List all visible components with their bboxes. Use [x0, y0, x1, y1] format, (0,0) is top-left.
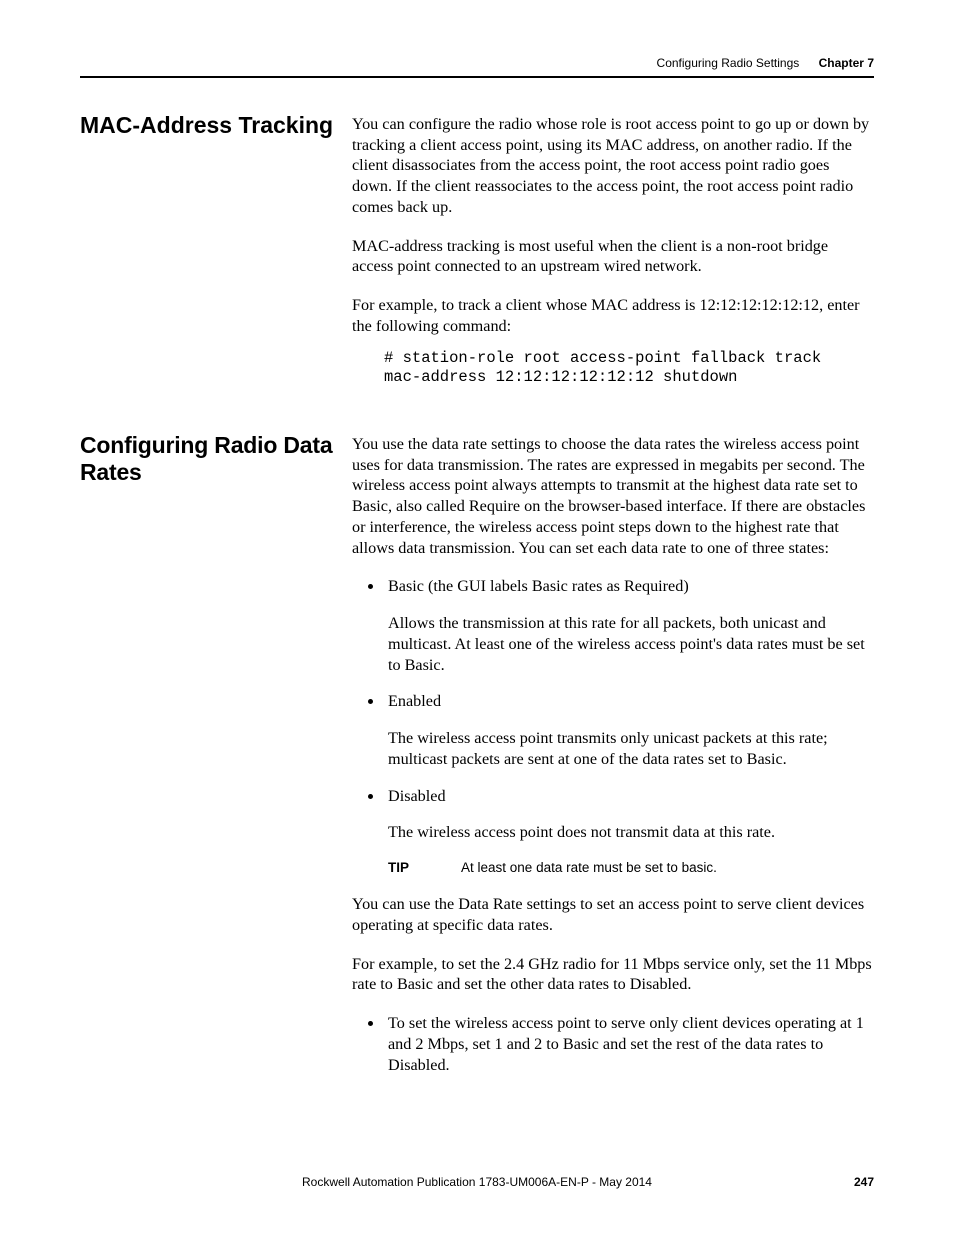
list-item: Disabled The wireless access point does … — [384, 786, 872, 843]
footer: Rockwell Automation Publication 1783-UM0… — [80, 1175, 874, 1189]
header-chapter: Chapter 7 — [819, 56, 874, 70]
rates-after-p2: For example, to set the 2.4 GHz radio fo… — [352, 954, 872, 995]
footer-publication: Rockwell Automation Publication 1783-UM0… — [80, 1175, 874, 1189]
rates-intro: You use the data rate settings to choose… — [352, 434, 872, 558]
state-enabled-body: The wireless access point transmits only… — [388, 728, 872, 769]
mac-p3: For example, to track a client whose MAC… — [352, 295, 872, 336]
mac-code: # station-role root access-point fallbac… — [384, 349, 872, 388]
state-enabled-title: Enabled — [388, 691, 872, 712]
rates-after-p1: You can use the Data Rate settings to se… — [352, 894, 872, 935]
header-section: Configuring Radio Settings — [657, 56, 800, 70]
state-basic-title: Basic (the GUI labels Basic rates as Req… — [388, 576, 872, 597]
rates-example-item: To set the wireless access point to serv… — [388, 1013, 872, 1075]
mac-body: You can configure the radio whose role i… — [352, 114, 872, 387]
state-disabled-title: Disabled — [388, 786, 872, 807]
list-item: Enabled The wireless access point transm… — [384, 691, 872, 769]
list-item: Basic (the GUI labels Basic rates as Req… — [384, 576, 872, 675]
footer-page-number: 247 — [854, 1175, 874, 1189]
state-disabled-body: The wireless access point does not trans… — [388, 822, 872, 843]
header-rule — [80, 76, 874, 78]
tip-text: At least one data rate must be set to ba… — [461, 860, 717, 875]
state-basic-body: Allows the transmission at this rate for… — [388, 613, 872, 675]
list-item: To set the wireless access point to serv… — [384, 1013, 872, 1075]
page: Configuring Radio Settings Chapter 7 MAC… — [0, 0, 954, 1235]
mac-p1: You can configure the radio whose role i… — [352, 114, 872, 218]
running-header: Configuring Radio Settings Chapter 7 — [657, 56, 874, 70]
rates-states-list: Basic (the GUI labels Basic rates as Req… — [374, 576, 872, 843]
tip-label: TIP — [388, 859, 458, 876]
heading-mac-address-tracking: MAC-Address Tracking — [80, 112, 340, 139]
rates-example-list: To set the wireless access point to serv… — [374, 1013, 872, 1075]
rates-body: You use the data rate settings to choose… — [352, 434, 872, 1091]
tip-row: TIP At least one data rate must be set t… — [388, 859, 872, 876]
mac-p2: MAC-address tracking is most useful when… — [352, 236, 872, 277]
heading-configuring-radio-data-rates: Configuring Radio Data Rates — [80, 432, 340, 486]
